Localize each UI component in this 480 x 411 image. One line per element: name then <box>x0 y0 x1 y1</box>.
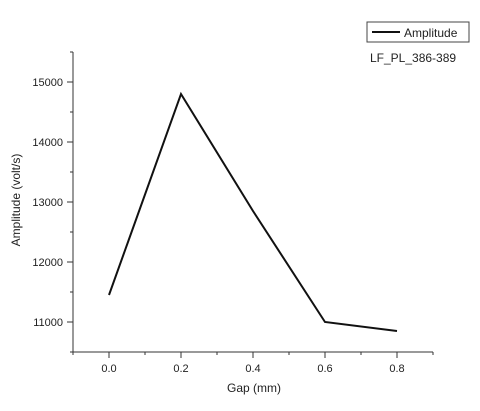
y-axis-label: Amplitude (volt/s) <box>9 154 23 247</box>
y-tick-label: 13000 <box>32 197 63 209</box>
x-tick-label: 0.6 <box>317 363 332 375</box>
x-tick-label: 0.4 <box>245 363 260 375</box>
x-axis-label: Gap (mm) <box>227 381 281 395</box>
chart-annotation: LF_PL_386-389 <box>370 51 456 65</box>
x-tick-label: 0.2 <box>173 363 188 375</box>
axes: 0.0 0.2 0.4 0.6 0.8 11000 12000 13000 14000 15000 <box>32 52 433 375</box>
legend: Amplitude <box>367 22 469 42</box>
y-tick-label: 14000 <box>32 137 63 149</box>
series-line-amplitude <box>109 94 397 331</box>
y-tick-label: 15000 <box>32 77 63 89</box>
y-tick-label: 12000 <box>32 257 63 269</box>
series-layer <box>109 94 397 331</box>
x-tick-label: 0.8 <box>389 363 404 375</box>
x-tick-label: 0.0 <box>101 363 116 375</box>
legend-label: Amplitude <box>404 26 458 40</box>
y-tick-label: 11000 <box>33 317 63 329</box>
